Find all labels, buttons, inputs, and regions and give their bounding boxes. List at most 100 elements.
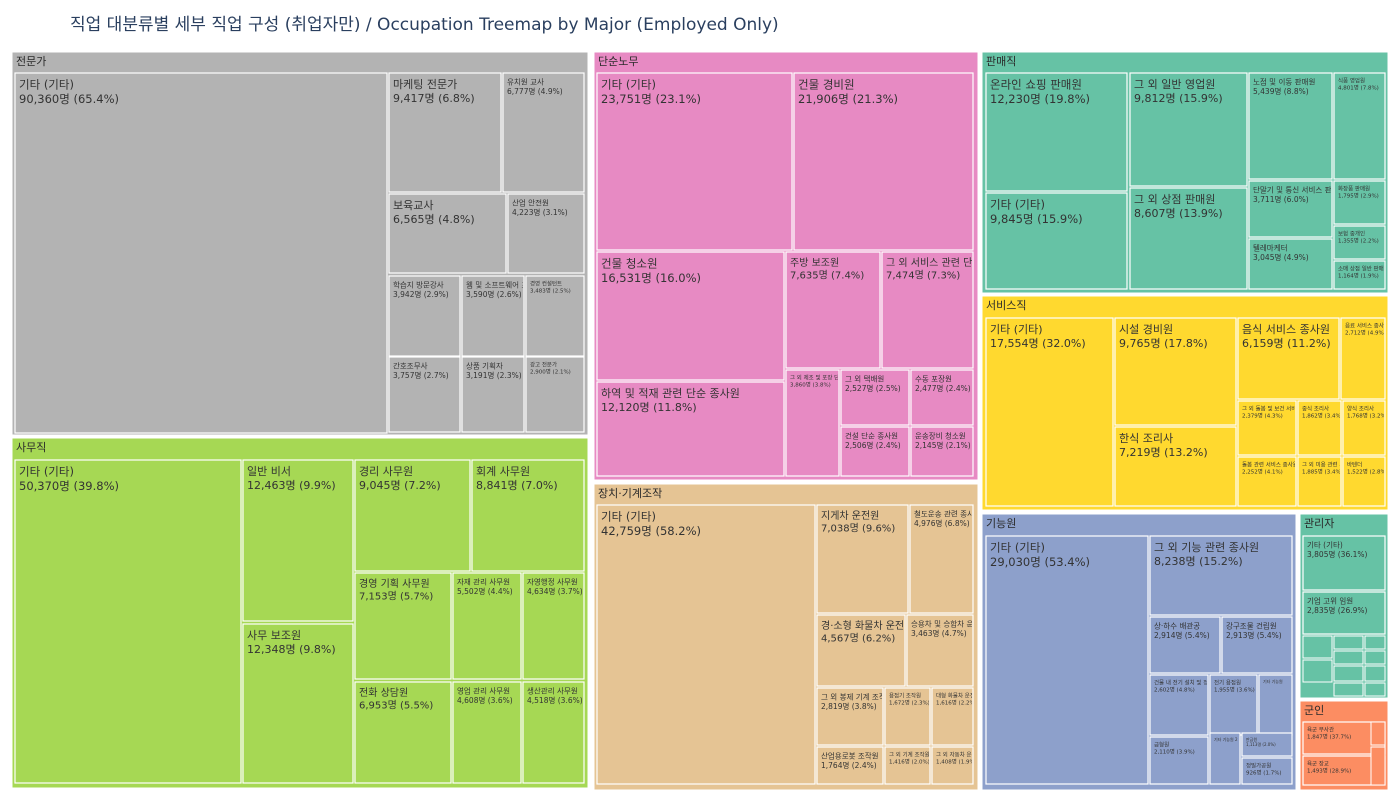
minor-tile[interactable]	[1370, 721, 1386, 746]
tile-rect[interactable]	[909, 504, 974, 614]
tile-rect[interactable]	[910, 426, 974, 477]
tile-rect[interactable]	[1114, 426, 1237, 507]
tile-rect[interactable]	[1258, 674, 1293, 736]
tile[interactable]: 기업 고위 임원2,835명 (26.9%)	[1302, 591, 1386, 635]
tile-rect[interactable]	[1342, 456, 1386, 507]
tile-rect[interactable]	[1333, 180, 1386, 225]
tile[interactable]: 기타 기능원 2	[1209, 732, 1241, 785]
tile-rect[interactable]	[1333, 72, 1386, 180]
tile-rect[interactable]	[931, 687, 974, 746]
tile-rect[interactable]	[1241, 757, 1293, 785]
minor-tile[interactable]	[1364, 650, 1386, 665]
minor-tile[interactable]	[1364, 665, 1386, 682]
tile-rect[interactable]	[596, 72, 793, 251]
tile-rect[interactable]	[461, 356, 525, 433]
tile-rect[interactable]	[785, 251, 881, 369]
tile-rect[interactable]	[816, 504, 909, 614]
tile-rect[interactable]	[1149, 736, 1209, 785]
tile-rect[interactable]	[502, 72, 585, 193]
tile-rect[interactable]	[1149, 616, 1221, 674]
tile-rect[interactable]	[816, 746, 884, 785]
tile-rect[interactable]	[388, 356, 461, 433]
tile-rect[interactable]	[1333, 225, 1386, 260]
tile-rect[interactable]	[840, 426, 910, 477]
tile-rect[interactable]	[1149, 674, 1209, 736]
tile[interactable]: 기타 (기타)50,370명 (39.8%)	[14, 459, 242, 784]
tile-rect[interactable]	[1342, 400, 1386, 456]
tile-rect[interactable]	[596, 381, 785, 477]
tile-rect[interactable]	[388, 193, 507, 274]
tile-rect[interactable]	[525, 275, 585, 357]
tile-rect[interactable]	[1241, 732, 1293, 757]
tile[interactable]: 기타 기능원	[1258, 674, 1293, 736]
tile-rect[interactable]	[14, 72, 388, 434]
tile-rect[interactable]	[1248, 238, 1333, 290]
tile[interactable]: 기타 (기타)9,845명 (15.9%)	[985, 192, 1128, 290]
tile-rect[interactable]	[388, 72, 502, 193]
tile[interactable]: 유치원 교사6,777명 (4.9%)	[502, 72, 585, 193]
tile-rect[interactable]	[596, 504, 816, 785]
tile[interactable]: 기타 (기타)3,805명 (36.1%)	[1302, 535, 1386, 591]
tile-rect[interactable]	[507, 193, 585, 274]
tile-rect[interactable]	[1333, 260, 1386, 290]
tile-rect[interactable]	[884, 687, 931, 746]
tile-rect[interactable]	[525, 356, 585, 433]
tile-rect[interactable]	[452, 572, 522, 680]
tile-rect[interactable]	[785, 369, 840, 477]
tile-rect[interactable]	[910, 369, 974, 426]
minor-tile[interactable]	[1364, 682, 1386, 697]
tile-rect[interactable]	[816, 614, 906, 687]
tile-rect[interactable]	[14, 459, 242, 784]
tile-rect[interactable]	[1302, 535, 1386, 591]
tile-rect[interactable]	[1237, 456, 1297, 507]
minor-tile[interactable]	[1333, 650, 1364, 665]
tile-rect[interactable]	[242, 623, 354, 784]
minor-tile[interactable]	[1333, 635, 1364, 650]
minor-tile[interactable]	[1302, 659, 1333, 683]
tile[interactable]: 기타 (기타)42,759명 (58.2%)	[596, 504, 816, 785]
tile-rect[interactable]	[985, 72, 1128, 192]
tile[interactable]: 기타 (기타)29,030명 (53.4%)	[985, 535, 1149, 785]
